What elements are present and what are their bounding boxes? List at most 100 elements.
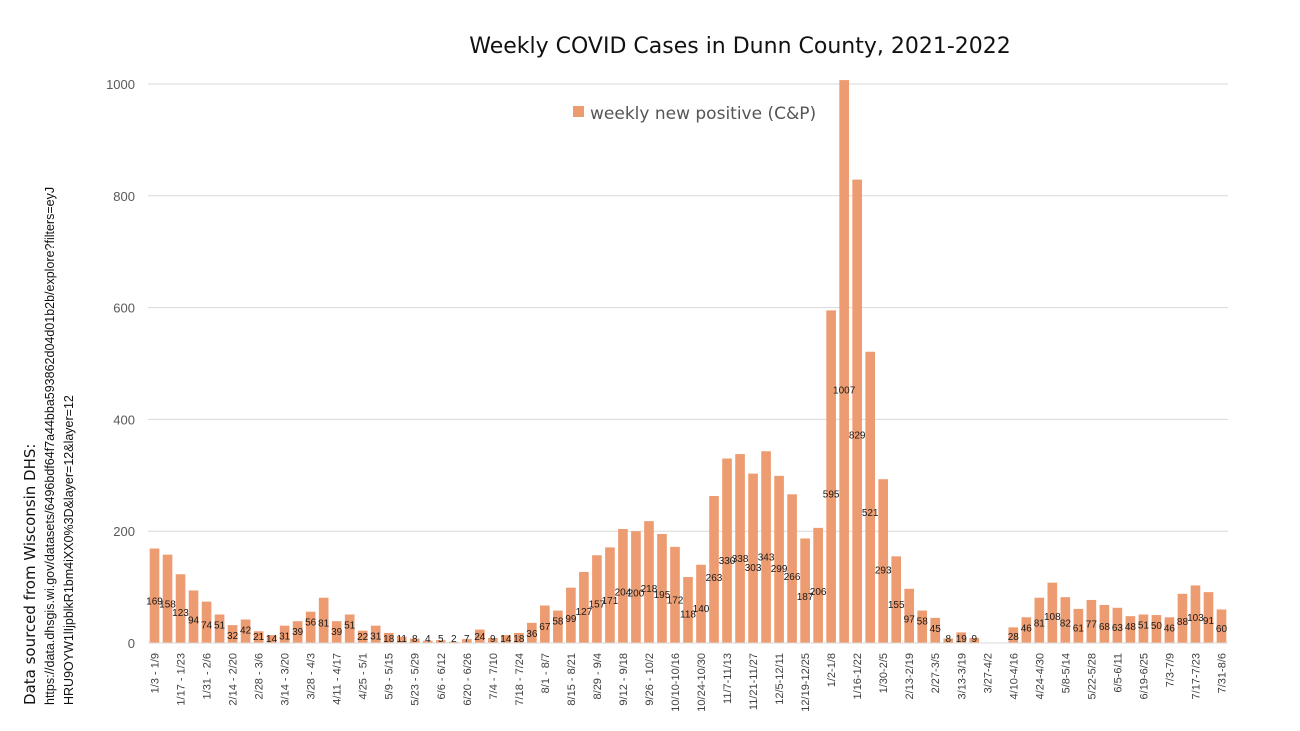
bar [1138, 614, 1149, 643]
bar [709, 495, 719, 643]
data-label: 21 [253, 632, 265, 643]
data-label: 31 [370, 632, 382, 643]
x-tick-label: 8/1 - 8/7 [540, 653, 552, 693]
data-label: 299 [771, 564, 788, 575]
bar [162, 554, 173, 643]
data-label: 338 [732, 554, 749, 565]
data-label: 200 [628, 589, 645, 600]
data-label: 81 [318, 619, 330, 630]
source-note: Data sourced from Wisconsin DHS: https:/… [21, 187, 76, 705]
bar [644, 521, 654, 643]
x-tick-label: 1/30-2/5 [878, 653, 890, 693]
data-label: 343 [758, 553, 775, 564]
data-label: 155 [888, 600, 905, 611]
bar [1125, 616, 1136, 643]
data-label: 28 [1008, 632, 1020, 643]
bar [488, 637, 498, 643]
data-label: 195 [654, 590, 671, 601]
data-label: 60 [1216, 624, 1228, 635]
bar [1008, 627, 1019, 643]
bar [956, 632, 967, 643]
x-tick-label: 8/15 - 8/21 [566, 653, 578, 706]
legend-label: weekly new positive (C&P) [590, 104, 816, 124]
y-tick-label: 400 [113, 412, 135, 427]
bar [331, 621, 342, 643]
data-label: 9 [490, 634, 496, 645]
data-label: 4 [425, 634, 431, 645]
x-tick-label: 2/14 - 2/20 [228, 653, 240, 706]
y-tick-label: 800 [113, 189, 135, 204]
bar [409, 638, 420, 643]
bar [943, 638, 954, 643]
data-label: 123 [172, 608, 189, 619]
bar [1151, 615, 1162, 643]
bar [852, 179, 862, 644]
x-tick-label: 9/12 - 9/18 [618, 653, 630, 706]
bar [904, 588, 915, 643]
data-label: 8 [945, 634, 951, 645]
x-tick-label: 1/2-1/8 [826, 653, 838, 687]
data-label: 140 [693, 604, 710, 615]
x-tick-label: 2/27-3/5 [930, 653, 942, 693]
bar [149, 548, 160, 643]
source-note-line1: Data sourced from Wisconsin DHS: [21, 444, 39, 705]
bar [435, 640, 446, 643]
bar [240, 619, 251, 643]
bar [318, 597, 329, 643]
x-tick-label: 3/13-3/19 [956, 653, 968, 699]
data-label: 39 [331, 627, 343, 638]
data-label: 5 [438, 634, 444, 645]
x-tick-label: 4/10-4/16 [1008, 653, 1020, 699]
x-tick-label: 4/11 - 4/17 [332, 653, 344, 705]
x-tick-label: 7/18 - 7/24 [514, 653, 526, 706]
data-label: 99 [565, 614, 577, 625]
bar [800, 538, 810, 643]
data-label: 81 [1034, 619, 1046, 630]
bar [1034, 597, 1045, 643]
bar [670, 546, 680, 643]
source-note-line3: HRU9OYW1lIjpblkR1bm4iXX0%3D&layer=12&lay… [62, 395, 76, 705]
data-label: 118 [680, 609, 696, 620]
bar [396, 636, 407, 643]
x-tick-label: 1/3 - 1/9 [150, 653, 162, 693]
data-label: 521 [862, 508, 879, 519]
data-label: 56 [305, 618, 317, 629]
data-label: 172 [667, 596, 684, 607]
x-tick-label: 5/22-5/28 [1086, 653, 1098, 699]
data-label: 1007 [833, 386, 856, 397]
bar [1203, 592, 1214, 643]
bar [1164, 617, 1175, 643]
bar [1086, 599, 1097, 643]
data-label: 46 [1164, 623, 1176, 634]
bar [969, 637, 980, 643]
bar [201, 601, 212, 643]
data-label: 103 [1187, 613, 1204, 624]
bar [227, 625, 238, 643]
data-label: 77 [1086, 620, 1098, 631]
data-label: 108 [1044, 612, 1061, 623]
bar [579, 572, 589, 643]
bar [865, 351, 875, 643]
bar [735, 454, 745, 643]
data-label: 91 [1203, 616, 1215, 627]
data-label: 82 [1060, 618, 1072, 629]
data-label: 187 [797, 592, 814, 603]
data-label: 88 [1177, 617, 1189, 628]
x-tick-label: 6/5-6/11 [1112, 653, 1124, 693]
data-label: 169 [146, 596, 163, 607]
data-label: 45 [930, 624, 942, 635]
data-label: 36 [526, 629, 538, 640]
data-label: 51 [344, 620, 356, 631]
bar [1021, 617, 1032, 643]
data-label: 63 [1112, 623, 1124, 634]
bar [657, 533, 667, 643]
data-label: 266 [784, 572, 801, 583]
data-label: 11 [397, 634, 408, 645]
data-label: 58 [917, 617, 929, 628]
data-label: 9 [971, 634, 977, 645]
x-tick-label: 1/31 - 2/6 [202, 653, 214, 699]
data-label: 2 [451, 634, 457, 645]
x-axis-ticks: 1/3 - 1/9 1/17 - 1/23 1/31 - 2/6 2/14 - 2/2… [150, 653, 1229, 712]
bar [618, 528, 628, 643]
data-label: 19 [956, 634, 968, 645]
